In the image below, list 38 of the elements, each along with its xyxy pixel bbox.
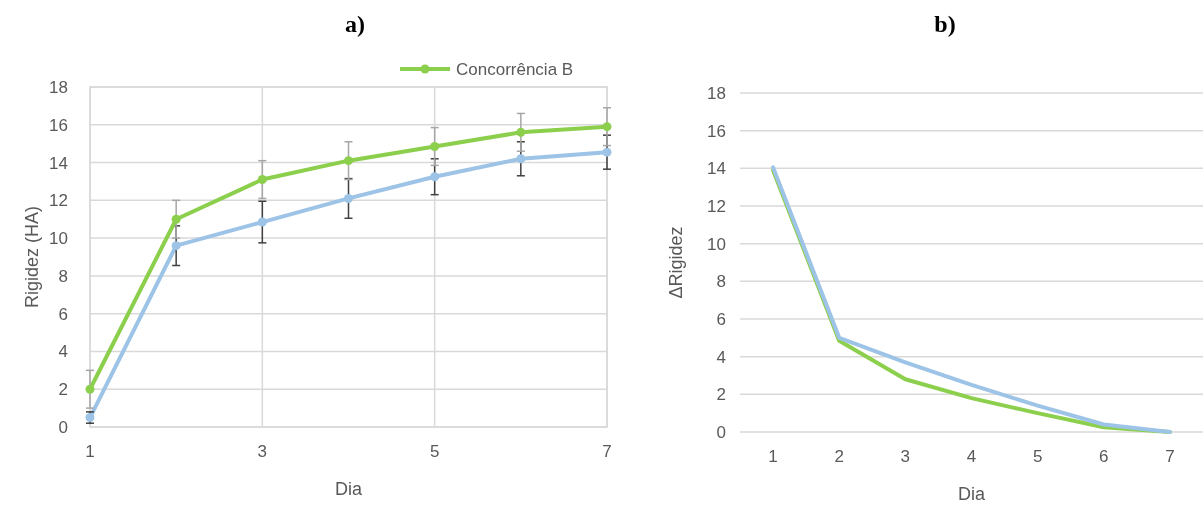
y-tick-label: 16 bbox=[707, 121, 726, 141]
y-tick-label: 0 bbox=[58, 417, 68, 437]
y-tick-label: 4 bbox=[58, 342, 68, 362]
x-axis-title: Dia bbox=[334, 479, 363, 499]
y-tick-label: 18 bbox=[707, 83, 726, 103]
y-tick-label: 10 bbox=[49, 229, 68, 249]
x-axis-title: Dia bbox=[957, 484, 986, 504]
x-tick-label: 3 bbox=[900, 447, 911, 466]
y-tick-label: 4 bbox=[716, 347, 726, 367]
chart-title: a) bbox=[345, 11, 365, 37]
x-tick-label: 6 bbox=[1099, 447, 1109, 466]
y-tick-label: 2 bbox=[58, 380, 68, 400]
y-tick-label: 16 bbox=[49, 115, 68, 135]
x-tick-label: 7 bbox=[602, 442, 612, 461]
y-tick-label: 8 bbox=[716, 272, 726, 292]
y-tick-label: 8 bbox=[58, 266, 68, 286]
x-tick-label: 5 bbox=[429, 442, 440, 461]
x-tick-label: 2 bbox=[834, 447, 844, 466]
x-tick-label: 7 bbox=[1165, 447, 1175, 466]
y-axis-title: ΔRigidez bbox=[666, 226, 686, 299]
y-tick-label: 2 bbox=[716, 385, 726, 405]
y-tick-label: 14 bbox=[49, 153, 68, 173]
y-tick-label: 12 bbox=[49, 191, 68, 211]
x-tick-label: 3 bbox=[257, 442, 268, 461]
y-tick-label: 0 bbox=[716, 422, 726, 442]
x-tick-label: 1 bbox=[85, 442, 95, 461]
chart-title: b) bbox=[934, 11, 956, 37]
x-tick-label: 5 bbox=[1032, 447, 1043, 466]
y-tick-label: 18 bbox=[49, 77, 68, 97]
y-tick-label: 6 bbox=[716, 309, 726, 329]
y-tick-label: 10 bbox=[707, 234, 726, 254]
y-tick-label: 12 bbox=[707, 196, 726, 216]
y-tick-label: 6 bbox=[58, 304, 68, 324]
x-tick-label: 1 bbox=[768, 447, 778, 466]
y-axis-title: Rigidez (HA) bbox=[22, 205, 42, 309]
y-tick-label: 14 bbox=[707, 159, 726, 179]
legend-label: Concorrência B bbox=[456, 59, 574, 79]
x-tick-label: 4 bbox=[966, 447, 977, 466]
